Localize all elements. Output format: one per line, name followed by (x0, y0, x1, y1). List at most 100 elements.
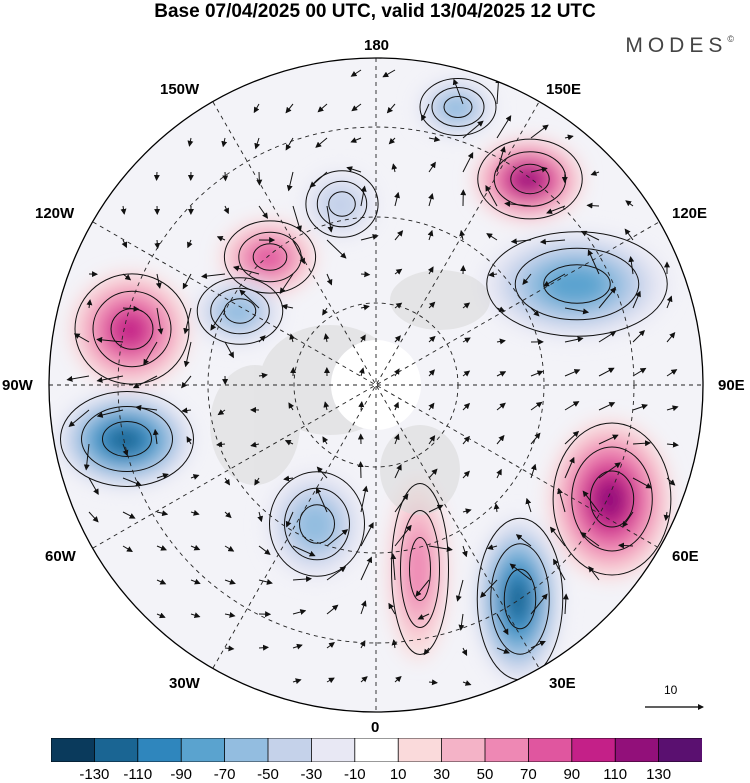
wind-vector (288, 402, 295, 411)
wind-vector (326, 566, 347, 581)
graticule (49, 58, 703, 712)
lon-label-60w: 60W (45, 548, 76, 565)
colorbar-tick-label: 10 (389, 766, 407, 783)
wind-vector (428, 301, 436, 309)
wind-vector (557, 487, 566, 513)
height-contour (571, 446, 653, 552)
wind-vector (496, 306, 506, 312)
wind-vector (462, 337, 471, 344)
wind-vector (546, 205, 566, 214)
wind-vector (415, 579, 430, 597)
wind-vector (224, 579, 236, 585)
wind-vector (588, 565, 600, 581)
wind-vector (394, 335, 401, 343)
height-contour (589, 470, 635, 528)
wind-vector (493, 503, 500, 513)
wind-vector (598, 434, 619, 445)
wind-vector (323, 401, 330, 411)
colorbar-swatch (310, 738, 356, 762)
colorbar-swatch (224, 738, 269, 762)
wind-vector (190, 474, 200, 480)
colorbar-tick-label: 130 (646, 766, 672, 783)
wind-vector (394, 524, 412, 547)
brand-logo: MODES© (625, 34, 734, 57)
wind-vector (394, 464, 402, 479)
wind-vector (285, 511, 294, 528)
wind-vector (663, 511, 670, 522)
wind-vector (496, 434, 505, 445)
wind-vector (530, 307, 540, 317)
wind-vector (622, 511, 634, 528)
wind-vector (156, 473, 169, 479)
height-contour (493, 151, 567, 207)
wind-vector (289, 333, 296, 343)
colorbar-tick-label: 70 (520, 766, 537, 783)
colorbar-swatch (658, 738, 702, 762)
height-contour (252, 243, 288, 271)
wind-vector (586, 202, 600, 209)
negative-anomaly-band (541, 265, 609, 305)
wind-vector (628, 255, 635, 275)
wind-vector (632, 290, 641, 309)
lon-label-150w: 150W (160, 81, 200, 98)
wind-vector (390, 553, 397, 581)
wind-vector (462, 152, 474, 173)
wind-vector (360, 676, 368, 683)
wind-vector (284, 440, 294, 446)
wind-vectors (66, 69, 679, 686)
height-contour (477, 138, 583, 220)
wind-vector (152, 428, 159, 445)
wind-vector (156, 612, 166, 619)
wind-vector (455, 579, 464, 602)
wind-vector (488, 271, 498, 278)
wind-vector (315, 487, 328, 513)
wind-vector (253, 103, 260, 114)
lon-label-60e: 60E (672, 548, 699, 565)
wind-vector (632, 440, 652, 447)
wind-vector (580, 531, 600, 547)
wind-vector (216, 236, 226, 242)
wind-vector (156, 579, 167, 585)
height-contour (196, 277, 284, 345)
contour-lines (60, 78, 672, 681)
colorbar-swatch (397, 738, 443, 762)
colorbar-swatch (137, 738, 183, 762)
wind-vector (187, 239, 193, 249)
wind-vector (587, 249, 600, 275)
lon-label-90e: 90E (718, 377, 745, 394)
anomaly-shading (55, 78, 672, 685)
wind-vector (632, 329, 646, 343)
wind-vector (564, 456, 575, 479)
height-contour (299, 504, 335, 544)
wind-vector (539, 238, 566, 245)
wind-vector (496, 371, 507, 377)
height-contour (443, 96, 473, 118)
wind-vector (181, 407, 192, 414)
wind-vector (625, 200, 634, 207)
wind-vector (292, 609, 307, 615)
wind-vector (666, 332, 676, 343)
wind-vector (257, 511, 264, 523)
colorbar-tick-label: 30 (433, 766, 450, 783)
wind-vector (187, 137, 194, 147)
height-contour (210, 287, 270, 335)
positive-anomaly-band (112, 313, 148, 347)
wind-vector (530, 401, 543, 411)
wind-vector (388, 602, 396, 615)
wind-vector (391, 163, 398, 173)
wind-vector (326, 205, 334, 233)
wind-vector (461, 545, 468, 558)
wind-vector (156, 307, 164, 335)
positive-anomaly-band (594, 480, 626, 520)
height-contour (486, 231, 668, 337)
height-contour (328, 191, 356, 217)
wind-vector (525, 497, 532, 513)
negative-anomaly-band (507, 579, 529, 621)
wind-vector (590, 170, 600, 176)
wind-vector (156, 510, 169, 517)
wind-vector (326, 239, 347, 259)
wind-vector (358, 401, 365, 411)
wind-vector (582, 490, 600, 513)
wind-vector (222, 171, 229, 182)
height-contour (391, 483, 449, 655)
